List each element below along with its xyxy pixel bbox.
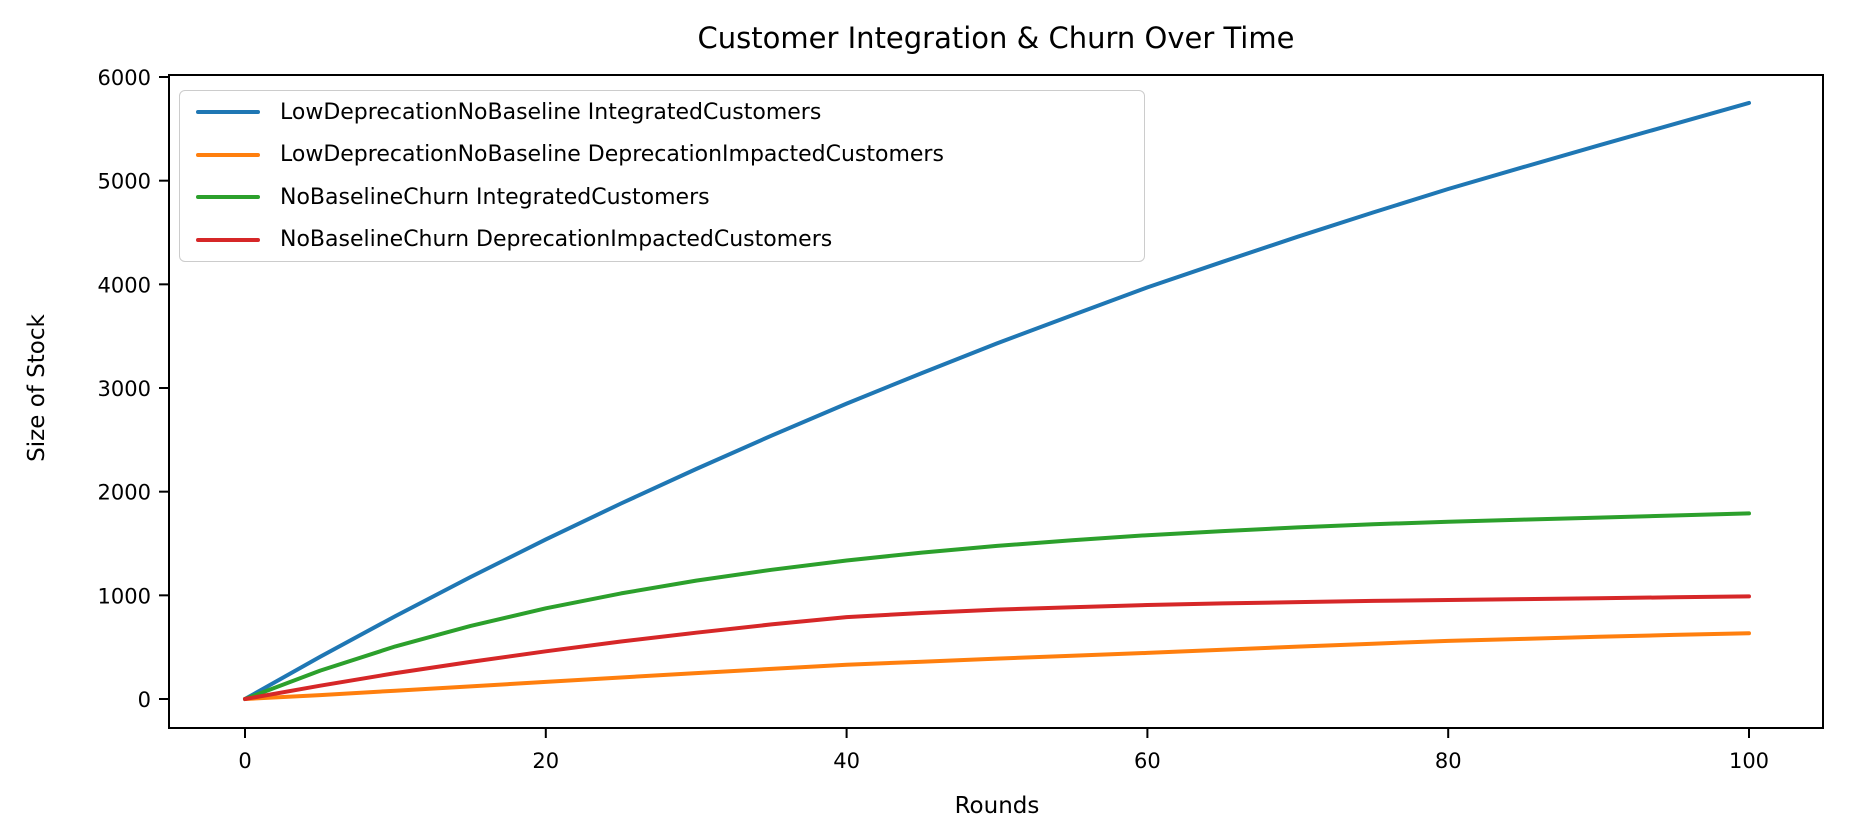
y-tick-label: 1000 [98, 584, 151, 608]
chart-title: Customer Integration & Churn Over Time [698, 21, 1295, 55]
legend-label: LowDeprecationNoBaseline DeprecationImpa… [280, 142, 944, 168]
x-tick-label: 60 [1134, 749, 1161, 773]
y-tick-label: 2000 [98, 481, 151, 505]
x-tick-label: 40 [833, 749, 860, 773]
legend-item: LowDeprecationNoBaseline IntegratedCusto… [196, 100, 1144, 125]
series-line [243, 511, 1751, 701]
y-tick-label: 0 [138, 688, 151, 712]
y-tick-label: 4000 [98, 273, 151, 297]
legend-line-swatch-icon [196, 237, 260, 242]
x-axis-label: Rounds [955, 793, 1040, 819]
x-tick-label: 80 [1435, 749, 1462, 773]
plot-area-spines [168, 74, 1824, 729]
legend-label: NoBaselineChurn IntegratedCustomers [280, 184, 710, 210]
legend-item: NoBaselineChurn IntegratedCustomers [196, 185, 1144, 210]
legend-item: NoBaselineChurn DeprecationImpactedCusto… [196, 227, 1144, 252]
series-line [243, 594, 1751, 701]
legend-line-swatch-icon [196, 195, 260, 200]
x-tick-label: 100 [1729, 749, 1769, 773]
legend-line-swatch-icon [196, 152, 260, 157]
y-tick-label: 5000 [98, 170, 151, 194]
x-tick-label: 0 [238, 749, 251, 773]
legend-label: LowDeprecationNoBaseline IntegratedCusto… [280, 99, 822, 125]
x-tick-label: 20 [532, 749, 559, 773]
legend-line-swatch-icon [196, 110, 260, 115]
series-line [243, 631, 1751, 701]
legend-label: NoBaselineChurn DeprecationImpactedCusto… [280, 227, 833, 253]
series-line [243, 100, 1751, 701]
legend: LowDeprecationNoBaseline IntegratedCusto… [179, 90, 1145, 262]
y-axis-label: Size of Stock [24, 313, 50, 461]
y-tick-label: 6000 [98, 66, 151, 90]
legend-item: LowDeprecationNoBaseline DeprecationImpa… [196, 142, 1144, 167]
y-tick-label: 3000 [98, 377, 151, 401]
